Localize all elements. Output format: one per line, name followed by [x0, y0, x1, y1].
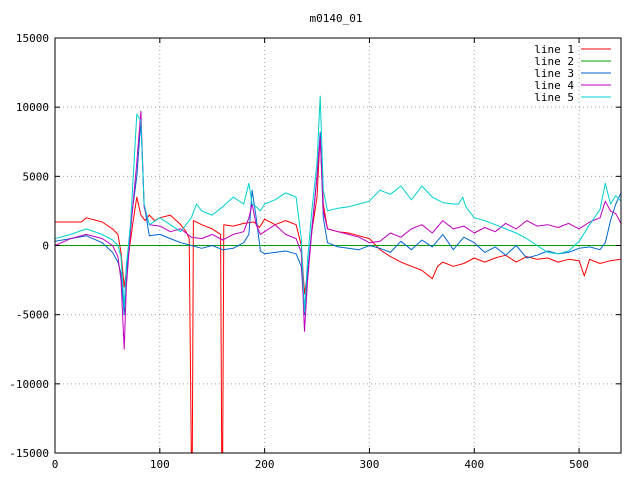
series-line-4	[55, 110, 621, 350]
x-tick-label: 400	[464, 458, 484, 471]
series-lines	[55, 95, 621, 453]
x-tick-label: 200	[255, 458, 275, 471]
y-tick-label: 10000	[16, 101, 49, 114]
axis-ticks: 0 100 200 300 400 500 -15000 -10000 -5000 0 5000 10…	[9, 32, 621, 471]
x-tick-label: 500	[569, 458, 589, 471]
chart-title: m0140_01	[310, 12, 363, 25]
x-tick-label: 100	[150, 458, 170, 471]
legend-label: line 5	[534, 91, 574, 104]
x-tick-label: 300	[360, 458, 380, 471]
y-tick-label: 0	[42, 240, 49, 253]
y-tick-label: -5000	[16, 309, 49, 322]
series-line-5	[55, 95, 621, 313]
series-line-3	[55, 120, 621, 316]
legend-label: line 3	[534, 67, 574, 80]
y-tick-label: -15000	[9, 447, 49, 460]
y-tick-label: -10000	[9, 378, 49, 391]
legend-label: line 4	[534, 79, 574, 92]
y-tick-label: 5000	[23, 170, 50, 183]
legend-label: line 1	[534, 43, 574, 56]
legend-label: line 2	[534, 55, 574, 68]
x-tick-label: 0	[52, 458, 59, 471]
y-tick-label: 15000	[16, 32, 49, 45]
series-line-1	[55, 134, 621, 453]
